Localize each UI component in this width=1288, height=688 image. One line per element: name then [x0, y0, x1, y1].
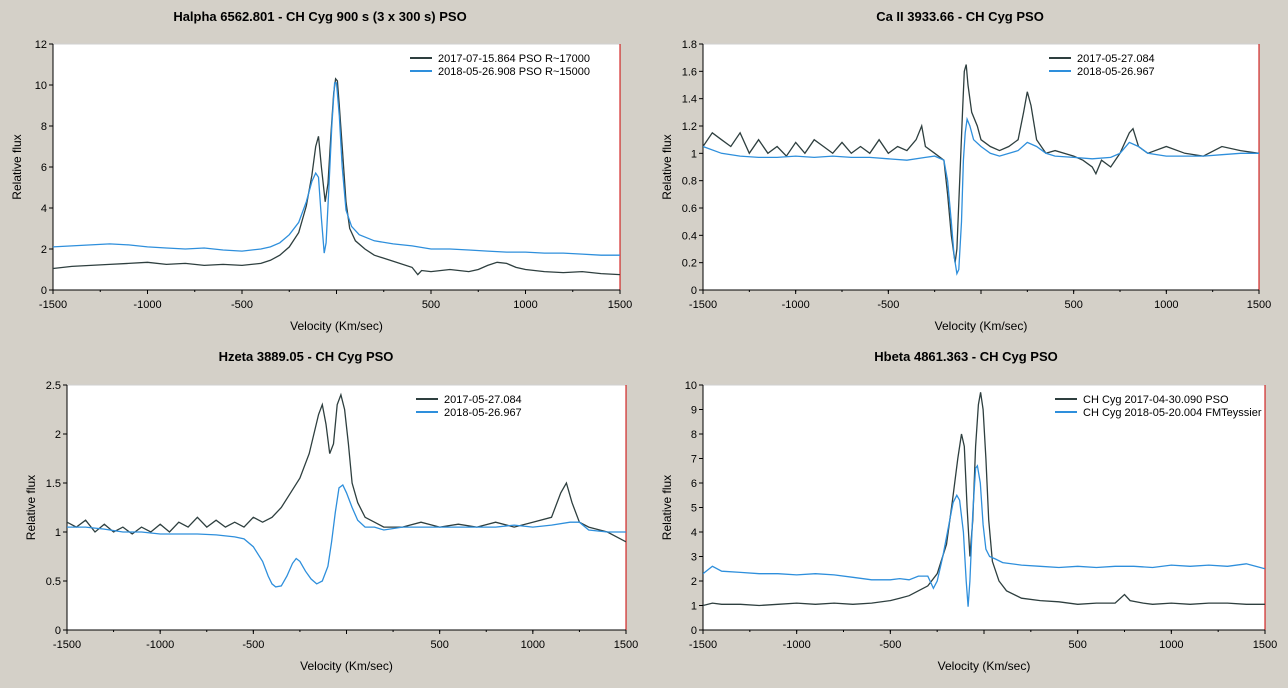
y-tick-label: 0.6 [682, 203, 697, 215]
x-tick-label: -1500 [689, 299, 717, 311]
halpha-chart: Halpha 6562.801 - CH Cyg 900 s (3 x 300 … [10, 9, 632, 333]
caii-panel: Ca II 3933.66 - CH Cyg PSO -1500 -1000 -500… [644, 0, 1288, 344]
y-tick-label: 10 [35, 80, 47, 92]
y-tick-label: 4 [41, 203, 47, 215]
y-tick-label: 2 [55, 429, 61, 441]
y-tick-label: 8 [41, 121, 47, 133]
x-axis-label: Velocity (Km/sec) [935, 319, 1028, 333]
x-tick-label: -500 [877, 299, 899, 311]
x-tick-label: 500 [1064, 299, 1082, 311]
y-tick-label: 1 [55, 527, 61, 539]
y-axis-label: Relative flux [10, 134, 24, 199]
x-tick-label: 500 [1068, 639, 1086, 651]
x-tick-label: -1500 [689, 639, 717, 651]
y-tick-label: 1.4 [682, 94, 697, 106]
y-tick-label: 1.6 [682, 66, 697, 78]
x-tick-label: -1500 [39, 299, 67, 311]
x-axis-label: Velocity (Km/sec) [938, 659, 1031, 673]
series-line-1 [703, 64, 1259, 263]
hbeta-panel: Hbeta 4861.363 - CH Cyg PSO -1500 -1000 -50… [644, 344, 1288, 688]
hbeta-chart: Hbeta 4861.363 - CH Cyg PSO -1500 -1000 -50… [660, 349, 1277, 673]
series-line-2 [67, 483, 626, 588]
y-tick-label: 4 [691, 527, 697, 539]
x-tick-label: 1500 [614, 639, 638, 651]
legend-label: 2018-05-26.967 [444, 407, 522, 419]
y-tick-label: 6 [691, 478, 697, 490]
x-tick-label: 1000 [1154, 299, 1178, 311]
legend-label: 2017-05-27.084 [1077, 53, 1155, 65]
y-tick-label: 10 [685, 380, 697, 392]
y-tick-label: 2 [41, 244, 47, 256]
y-tick-label: 1.5 [46, 478, 61, 490]
y-tick-label: 12 [35, 39, 47, 51]
y-tick-label: 0.4 [682, 230, 697, 242]
legend-label: 2018-05-26.967 [1077, 66, 1155, 78]
y-tick-label: 7 [691, 454, 697, 466]
x-tick-label: 1000 [1159, 639, 1183, 651]
x-tick-label: -500 [242, 639, 264, 651]
x-tick-label: 1000 [513, 299, 537, 311]
y-tick-label: 6 [41, 162, 47, 174]
y-tick-label: 0 [691, 625, 697, 637]
x-tick-label: -1000 [783, 639, 811, 651]
y-axis-label: Relative flux [660, 475, 674, 540]
y-tick-label: 8 [691, 429, 697, 441]
y-tick-label: 1 [691, 601, 697, 613]
y-tick-label: 0 [41, 285, 47, 297]
y-tick-label: 0 [55, 625, 61, 637]
y-tick-label: 9 [691, 405, 697, 417]
y-tick-label: 0.5 [46, 576, 61, 588]
series-line-2 [703, 464, 1265, 607]
chart-title: Hbeta 4861.363 - CH Cyg PSO [874, 349, 1058, 364]
y-axis-label: Relative flux [24, 475, 38, 540]
y-axis-label: Relative flux [660, 134, 674, 199]
y-tick-label: 2 [691, 576, 697, 588]
x-tick-label: 1500 [1253, 639, 1277, 651]
legend-label: 2017-05-27.084 [444, 394, 522, 406]
x-tick-label: -1500 [53, 639, 81, 651]
y-tick-label: 1.2 [682, 121, 697, 133]
y-tick-label: 2.5 [46, 380, 61, 392]
y-tick-label: 0 [691, 285, 697, 297]
x-axis-label: Velocity (Km/sec) [290, 319, 383, 333]
chart-title: Hzeta 3889.05 - CH Cyg PSO [219, 349, 394, 364]
series-line-1 [67, 392, 626, 543]
plot-area [703, 44, 1259, 290]
x-tick-label: -1000 [146, 639, 174, 651]
legend-label: CH Cyg 2018-05-20.004 FMTeyssier [1083, 407, 1262, 419]
y-tick-label: 0.8 [682, 176, 697, 188]
y-tick-label: 3 [691, 552, 697, 564]
y-tick-label: 1.8 [682, 39, 697, 51]
x-tick-label: 1500 [1247, 299, 1271, 311]
legend-label: CH Cyg 2017-04-30.090 PSO [1083, 394, 1229, 406]
series-line-1 [53, 77, 620, 276]
y-tick-label: 5 [691, 503, 697, 515]
x-tick-label: 1000 [521, 639, 545, 651]
series-line-2 [703, 116, 1259, 276]
legend-label: 2018-05-26.908 PSO R~15000 [438, 66, 590, 78]
hzeta-panel: Hzeta 3889.05 - CH Cyg PSO -1500 -1000 -500… [0, 344, 644, 688]
y-tick-label: 1 [691, 148, 697, 160]
hzeta-chart: Hzeta 3889.05 - CH Cyg PSO -1500 -1000 -500… [24, 349, 638, 673]
x-tick-label: 500 [422, 299, 440, 311]
legend-label: 2017-07-15.864 PSO R~17000 [438, 53, 590, 65]
caii-chart: Ca II 3933.66 - CH Cyg PSO -1500 -1000 -500… [660, 9, 1271, 333]
x-tick-label: -1000 [782, 299, 810, 311]
x-tick-label: -500 [231, 299, 253, 311]
chart-title: Ca II 3933.66 - CH Cyg PSO [876, 9, 1044, 24]
chart-title: Halpha 6562.801 - CH Cyg 900 s (3 x 300 … [173, 9, 466, 24]
x-tick-label: -500 [879, 639, 901, 651]
x-tick-label: -1000 [133, 299, 161, 311]
y-tick-label: 0.2 [682, 258, 697, 270]
x-tick-label: 500 [430, 639, 448, 651]
halpha-panel: Halpha 6562.801 - CH Cyg 900 s (3 x 300 … [0, 0, 644, 344]
x-axis-label: Velocity (Km/sec) [300, 659, 393, 673]
x-tick-label: 1500 [608, 299, 632, 311]
series-line-2 [53, 82, 620, 256]
